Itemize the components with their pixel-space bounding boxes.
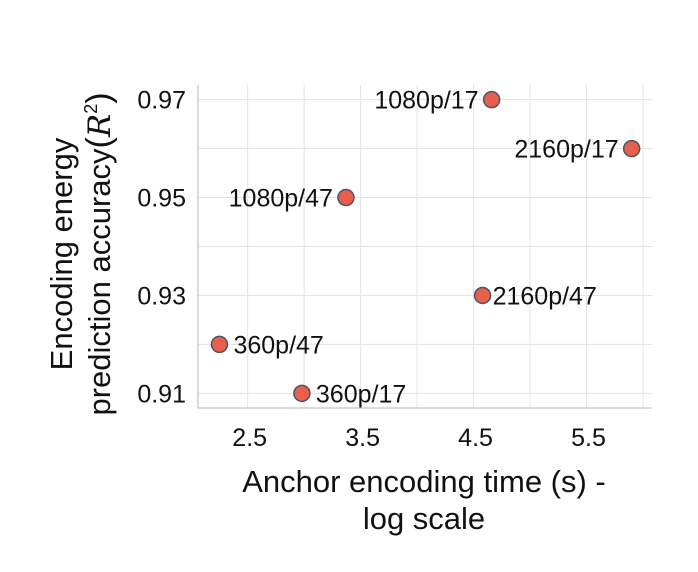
point-label: 2160p/47 bbox=[493, 282, 597, 310]
y-tick-label: 0.95 bbox=[137, 185, 186, 213]
x-tick-label: 4.5 bbox=[458, 424, 493, 452]
x-tick-label: 5.5 bbox=[571, 424, 606, 452]
x-tick-label: 2.5 bbox=[232, 424, 267, 452]
data-point bbox=[473, 286, 492, 305]
y-tick-label: 0.91 bbox=[137, 380, 186, 408]
y-axis-label-paren-open: ( bbox=[80, 136, 118, 148]
point-label: 1080p/17 bbox=[374, 87, 478, 115]
data-point bbox=[293, 384, 311, 403]
point-label: 1080p/47 bbox=[229, 185, 333, 213]
point-label: 360p/17 bbox=[316, 380, 406, 408]
point-label: 2160p/17 bbox=[514, 136, 618, 164]
grid bbox=[198, 85, 652, 408]
y-axis-label-line2: prediction accuracy(R2) bbox=[80, 92, 118, 415]
data-point bbox=[210, 335, 229, 354]
data-point bbox=[482, 90, 501, 109]
y-axis-label-paren-close: ) bbox=[80, 92, 118, 103]
y-axis-label-text: prediction accuracy bbox=[82, 148, 117, 416]
x-tick-label: 3.5 bbox=[345, 424, 380, 452]
tick-labels: 2.5 3.5 4.5 5.5 0.91 0.93 0.95 0.97 bbox=[137, 87, 606, 452]
y-axis-label-line1: Encoding energy bbox=[44, 137, 79, 370]
x-axis-label-line2: log scale bbox=[363, 501, 485, 536]
x-axis-label-line1: Anchor encoding time (s) - bbox=[242, 464, 606, 499]
y-tick-label: 0.93 bbox=[137, 282, 186, 310]
y-axis-label-r: R bbox=[82, 114, 118, 138]
point-label: 360p/47 bbox=[233, 331, 323, 359]
point-annotations: 1080p/17 2160p/17 1080p/47 2160p/47 360p/47 3… bbox=[229, 87, 619, 409]
y-axis-label-sup: 2 bbox=[81, 104, 101, 114]
y-tick-label: 0.97 bbox=[137, 87, 186, 115]
data-points bbox=[210, 90, 641, 403]
axes bbox=[197, 85, 652, 409]
data-point bbox=[622, 139, 641, 158]
data-point bbox=[337, 188, 355, 207]
